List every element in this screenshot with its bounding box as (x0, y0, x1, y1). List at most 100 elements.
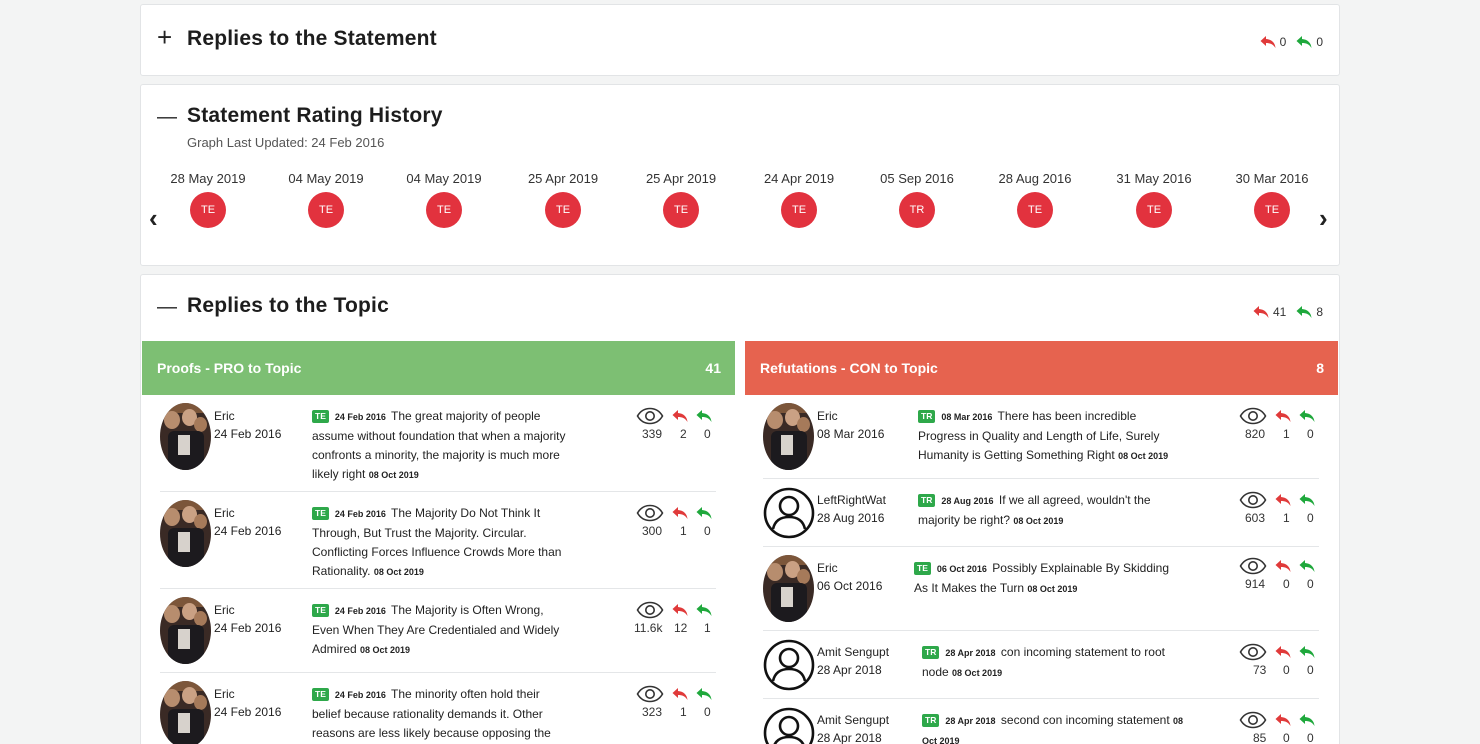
con-column-header[interactable]: Refutations - CON to Topic 8 (745, 341, 1338, 395)
pro-reply-count: 0 (1307, 731, 1314, 744)
con-reply-icon[interactable] (1275, 493, 1291, 507)
stats-icons (636, 504, 712, 522)
expand-toggle[interactable]: + (157, 22, 173, 52)
avatar[interactable] (160, 500, 211, 567)
reply-text: There has been incredible Progress in Qu… (918, 409, 1160, 462)
rating-badge[interactable]: TE (426, 192, 462, 228)
rating-badge[interactable]: TE (190, 192, 226, 228)
rating-badge[interactable]: TE (663, 192, 699, 228)
rating-badge[interactable]: TE (1254, 192, 1290, 228)
default-user-icon[interactable] (763, 707, 815, 744)
stats-icons (636, 407, 712, 425)
pro-reply-icon[interactable] (1299, 559, 1315, 573)
con-reply-icon[interactable] (1275, 713, 1291, 727)
con-reply-icon[interactable] (1275, 559, 1291, 573)
rating-badge[interactable]: TR (899, 192, 935, 228)
rating-tag: TE (312, 604, 329, 617)
timeline-item: 28 Aug 2016 TE (985, 171, 1085, 228)
statement-replies-title: Replies to the Statement (187, 27, 437, 50)
rating-badge[interactable]: TE (545, 192, 581, 228)
avatar[interactable] (763, 403, 814, 470)
timeline-item: 04 May 2019 TE (394, 171, 494, 228)
con-reply-icon[interactable] (672, 687, 688, 701)
reply-text: The Majority Do Not Think It Through, Bu… (312, 506, 562, 578)
pro-reply-icon[interactable] (1299, 713, 1315, 727)
list-item[interactable]: Amit Sengupt 28 Apr 2018 TR 28 Apr 2018 s… (763, 699, 1319, 744)
rating-tag: TE (914, 562, 931, 575)
avatar[interactable] (160, 681, 211, 744)
pro-column-header[interactable]: Proofs - PRO to Topic 41 (142, 341, 735, 395)
view-count: 323 (642, 705, 663, 719)
timeline-next-button[interactable]: › (1319, 203, 1328, 233)
author-name[interactable]: Eric (214, 409, 235, 423)
con-reply-icon[interactable] (1275, 645, 1291, 659)
default-user-icon[interactable] (763, 487, 815, 539)
pro-reply-icon[interactable] (1299, 493, 1315, 507)
author-name[interactable]: Eric (214, 506, 235, 520)
pro-reply-icon[interactable] (696, 409, 712, 423)
avatar[interactable] (160, 597, 211, 664)
con-reply-icon[interactable] (1260, 35, 1276, 49)
rating-history-title: Statement Rating History (187, 104, 443, 127)
list-item[interactable]: Eric 24 Feb 2016 TE 24 Feb 2016 The minor… (160, 673, 716, 744)
con-column-label: Refutations - CON to Topic (760, 360, 938, 376)
pro-reply-icon[interactable] (1299, 645, 1315, 659)
stats-icons (1239, 491, 1315, 509)
list-item[interactable]: Eric 24 Feb 2016 TE 24 Feb 2016 The Major… (160, 589, 716, 673)
timeline-item: 05 Sep 2016 TR (867, 171, 967, 228)
list-item[interactable]: LeftRightWat 28 Aug 2016 TR 28 Aug 2016 I… (763, 479, 1319, 547)
eye-icon (636, 601, 664, 619)
reply-text-block[interactable]: TE 06 Oct 2016 Possibly Explainable By Sk… (914, 559, 1180, 599)
pro-reply-count: 0 (1307, 577, 1314, 591)
list-item[interactable]: Eric 24 Feb 2016 TE 24 Feb 2016 The Major… (160, 492, 716, 589)
reply-text-block[interactable]: TR 28 Apr 2018 second con incoming statem… (922, 711, 1192, 744)
list-item[interactable]: Eric 06 Oct 2016 TE 06 Oct 2016 Possibly … (763, 547, 1319, 631)
author-name[interactable]: Eric (817, 409, 838, 423)
reply-text-block[interactable]: TE 24 Feb 2016 The minority often hold th… (312, 685, 568, 743)
author-name[interactable]: Eric (817, 561, 838, 575)
pro-reply-icon[interactable] (696, 603, 712, 617)
list-item[interactable]: Amit Sengupt 28 Apr 2018 TR 28 Apr 2018 c… (763, 631, 1319, 699)
author-name[interactable]: Amit Sengupt (817, 713, 890, 727)
reply-text-block[interactable]: TE 24 Feb 2016 The great majority of peop… (312, 407, 568, 485)
con-reply-icon[interactable] (1253, 305, 1269, 319)
timeline-prev-button[interactable]: ‹ (149, 203, 158, 233)
collapse-toggle[interactable]: — (157, 106, 177, 128)
avatar[interactable] (763, 555, 814, 622)
reply-text-block[interactable]: TR 08 Mar 2016 There has been incredible … (918, 407, 1178, 466)
con-reply-icon[interactable] (672, 409, 688, 423)
rating-badge[interactable]: TE (1017, 192, 1053, 228)
con-reply-icon[interactable] (672, 603, 688, 617)
reply-text: If we all agreed, wouldn't the majority … (918, 493, 1151, 527)
con-count-group: 0 (1260, 35, 1286, 49)
pro-reply-icon[interactable] (1296, 35, 1312, 49)
rating-badge[interactable]: TE (1136, 192, 1172, 228)
reply-text-block[interactable]: TE 24 Feb 2016 The Majority is Often Wron… (312, 601, 574, 660)
timeline-date: 25 Apr 2019 (645, 171, 717, 186)
pro-reply-icon[interactable] (696, 687, 712, 701)
reply-text-block[interactable]: TR 28 Apr 2018 con incoming statement to … (922, 643, 1184, 683)
list-item[interactable]: Eric 24 Feb 2016 TE 24 Feb 2016 The great… (160, 395, 716, 492)
pro-reply-count: 0 (1307, 511, 1314, 525)
list-item[interactable]: Eric 08 Mar 2016 TR 08 Mar 2016 There has… (763, 395, 1319, 479)
rating-badge[interactable]: TE (781, 192, 817, 228)
updated-date: 08 Oct 2019 (1118, 451, 1169, 461)
stats-icons (636, 601, 712, 619)
pro-reply-icon[interactable] (1296, 305, 1312, 319)
avatar[interactable] (160, 403, 211, 470)
reply-text-block[interactable]: TE 24 Feb 2016 The Majority Do Not Think … (312, 504, 568, 582)
author-name[interactable]: Eric (214, 687, 235, 701)
con-reply-icon[interactable] (1275, 409, 1291, 423)
author-name[interactable]: Amit Sengupt (817, 645, 890, 659)
reply-text-block[interactable]: TR 28 Aug 2016 If we all agreed, wouldn't… (918, 491, 1180, 531)
author-name[interactable]: LeftRightWat (817, 493, 886, 507)
default-user-icon[interactable] (763, 639, 815, 691)
pro-reply-icon[interactable] (696, 506, 712, 520)
collapse-toggle[interactable]: — (157, 296, 177, 318)
con-reply-icon[interactable] (672, 506, 688, 520)
pro-reply-icon[interactable] (1299, 409, 1315, 423)
pro-column-count: 41 (705, 360, 721, 376)
topic-reply-counts: 41 8 (1253, 305, 1323, 319)
author-name[interactable]: Eric (214, 603, 235, 617)
rating-badge[interactable]: TE (308, 192, 344, 228)
